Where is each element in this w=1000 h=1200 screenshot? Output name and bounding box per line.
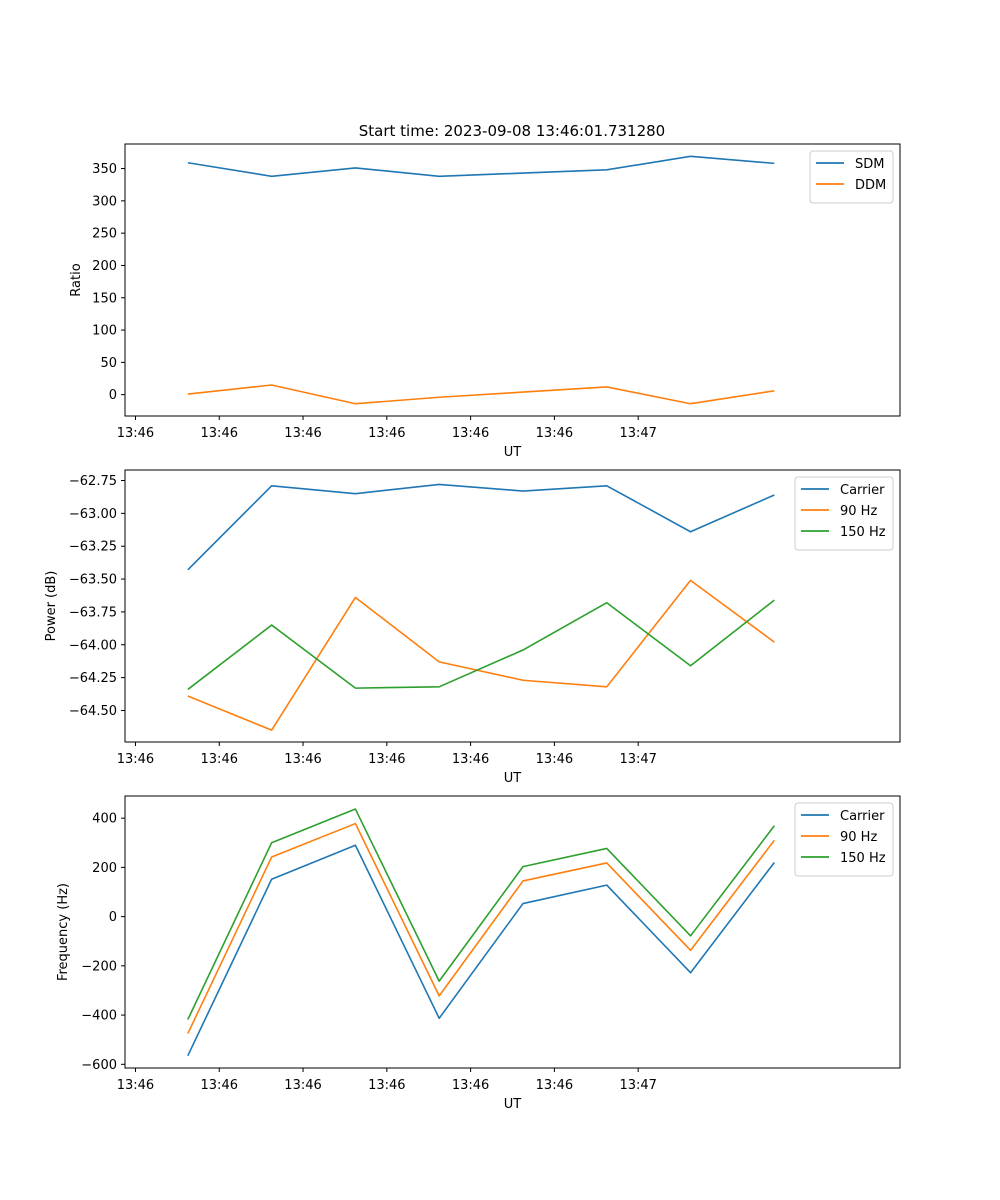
legend: SDM DDM (809, 150, 894, 204)
axes-frame (124, 469, 901, 743)
x-tick-label: 13:46 (536, 752, 573, 767)
y-tick-label: 0 (109, 910, 117, 925)
x-tick-label: 13:46 (536, 1078, 573, 1093)
y-tick-label: 200 (92, 861, 117, 876)
x-tick-label: 13:46 (117, 752, 154, 767)
y-tick-label: −64.25 (69, 671, 117, 686)
y-axis-label: Power (dB) (44, 571, 59, 642)
x-tick-label: 13:46 (201, 1078, 238, 1093)
legend: Carrier 90 Hz 150 Hz (794, 802, 894, 877)
axes-frame (124, 143, 901, 417)
x-tick-label: 13:46 (201, 426, 238, 441)
y-tick-label: −200 (81, 959, 117, 974)
y-tick-label: −63.50 (69, 573, 117, 588)
x-tick-label: 13:47 (619, 1078, 656, 1093)
legend-label: SDM (855, 157, 884, 172)
series-line-carrier (187, 844, 775, 1057)
legend-label: Carrier (840, 809, 885, 824)
y-tick-label: −63.25 (69, 540, 117, 555)
y-tick-label: 300 (92, 194, 117, 209)
legend-label: DDM (855, 178, 886, 193)
x-tick-label: 13:47 (619, 752, 656, 767)
x-tick-label: 13:46 (117, 1078, 154, 1093)
chart-panel-2: 13:46 13:46 13:46 13:46 13:46 13:46 13:47 −64.5… (44, 469, 901, 786)
figure-title: Start time: 2023-09-08 13:46:01.731280 (359, 122, 665, 140)
legend-label: Carrier (840, 483, 885, 498)
y-tick-label: −600 (81, 1058, 117, 1073)
y-tick-label: 100 (92, 324, 117, 339)
x-axis-label: UT (504, 771, 522, 786)
y-tick-label: 50 (100, 356, 117, 371)
x-tick-label: 13:46 (368, 426, 405, 441)
y-tick-label: 250 (92, 227, 117, 242)
legend-label: 150 Hz (840, 525, 886, 540)
y-tick-label: 0 (109, 388, 117, 403)
y-tick-label: −400 (81, 1009, 117, 1024)
series-line-sdm (187, 155, 775, 178)
y-axis-label: Ratio (69, 263, 84, 296)
legend-label: 90 Hz (840, 830, 877, 845)
x-tick-label: 13:46 (452, 1078, 489, 1093)
y-axis-label: Frequency (Hz) (56, 883, 71, 981)
legend-label: 150 Hz (840, 851, 886, 866)
legend-box (809, 150, 894, 204)
x-tick-label: 13:46 (201, 752, 238, 767)
x-tick-label: 13:46 (284, 426, 321, 441)
axes-frame (124, 795, 901, 1069)
x-tick-label: 13:46 (284, 1078, 321, 1093)
series-line-150-hz (187, 599, 775, 691)
x-tick-label: 13:46 (452, 752, 489, 767)
y-tick-label: −64.00 (69, 638, 117, 653)
x-tick-label: 13:46 (117, 426, 154, 441)
y-tick-label: −63.75 (69, 605, 117, 620)
x-tick-label: 13:46 (368, 1078, 405, 1093)
x-tick-label: 13:46 (368, 752, 405, 767)
series-line-carrier (187, 483, 775, 571)
x-tick-label: 13:46 (452, 426, 489, 441)
chart-panel-1: 13:46 13:46 13:46 13:46 13:46 13:46 13:47 0 50 10… (69, 143, 901, 460)
chart-panel-3: 13:46 13:46 13:46 13:46 13:46 13:46 13:47 −600 −… (56, 795, 901, 1112)
series-line-150-hz (187, 808, 775, 1020)
y-tick-label: 200 (92, 259, 117, 274)
y-tick-label: 400 (92, 812, 117, 827)
x-tick-label: 13:46 (536, 426, 573, 441)
y-tick-label: −63.00 (69, 507, 117, 522)
y-tick-label: 350 (92, 162, 117, 177)
x-tick-label: 13:46 (284, 752, 321, 767)
legend-label: 90 Hz (840, 504, 877, 519)
x-axis-label: UT (504, 445, 522, 460)
y-tick-label: −64.50 (69, 704, 117, 719)
x-tick-label: 13:47 (619, 426, 656, 441)
y-tick-label: −62.75 (69, 474, 117, 489)
y-tick-label: 150 (92, 291, 117, 306)
series-line-90-hz (187, 822, 775, 1034)
x-axis-label: UT (504, 1097, 522, 1112)
legend: Carrier 90 Hz 150 Hz (794, 476, 894, 551)
series-line-90-hz (187, 579, 775, 731)
series-line-ddm (187, 384, 775, 405)
